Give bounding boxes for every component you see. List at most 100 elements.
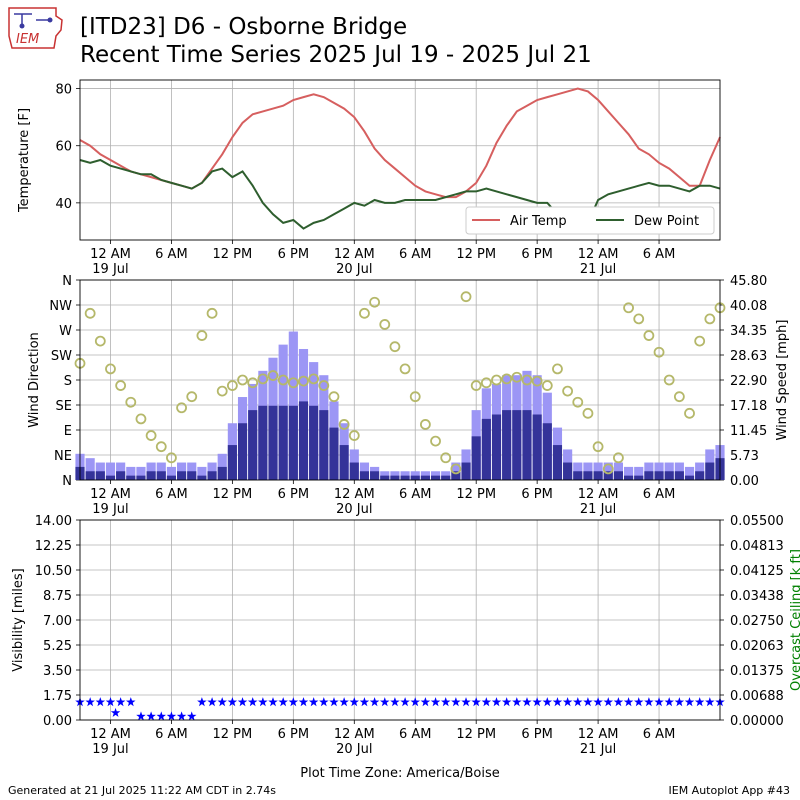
wind-direction-marker [84, 307, 96, 319]
wind-direction-marker [226, 380, 238, 391]
legend: Air Temp Dew Point [465, 206, 715, 235]
y-right-tick-label: 40.08 [730, 299, 767, 314]
visibility-marker [471, 697, 481, 707]
wind-speed-bar [491, 414, 502, 480]
x-tick-label: 12 PM [456, 727, 496, 742]
wind-gust-bar [451, 462, 461, 480]
visibility-marker [156, 711, 166, 721]
y-tick-label: SE [56, 399, 72, 414]
wind-gust-bar [654, 462, 664, 480]
visibility-marker [532, 697, 542, 707]
x-tick-date-label: 19 Jul [92, 742, 128, 757]
wind-direction-marker [480, 377, 492, 389]
wind-direction-marker [704, 313, 716, 325]
wind-direction-marker [582, 407, 594, 419]
wind-gust-bar [593, 462, 603, 480]
wind-speed-bar [410, 475, 420, 480]
wind-gust-bar [126, 466, 136, 480]
visibility-marker [197, 697, 207, 707]
y-right-tick-label: 0.01375 [730, 664, 784, 679]
visibility-marker [247, 697, 258, 707]
visibility-marker [349, 697, 359, 707]
visibility-marker [694, 697, 705, 707]
visibility-marker [217, 697, 227, 707]
x-tick-label: 6 AM [399, 247, 432, 262]
x-tick-label: 6 AM [399, 487, 432, 502]
wind-speed-bar [695, 471, 705, 480]
wind-direction-marker [531, 375, 543, 387]
x-axis-label: Plot Time Zone: America/Boise [300, 766, 499, 781]
x-tick-label: 12 AM [578, 487, 619, 502]
y-right-axis-label: Wind Speed [mph] [775, 320, 790, 441]
y-right-tick-label: 0.00000 [730, 714, 784, 729]
wind-direction-marker [613, 452, 624, 464]
wind-direction-marker [105, 363, 116, 375]
wind-speed-bar [461, 462, 471, 480]
y-right-tick-label: 0.04125 [730, 564, 784, 579]
x-tick-label: 6 PM [278, 487, 309, 502]
wind-speed-bar [684, 475, 695, 480]
x-tick-label: 6 AM [155, 247, 188, 262]
visibility-marker [603, 697, 613, 707]
visibility-marker [593, 697, 603, 707]
wind-speed-bar [623, 475, 634, 480]
visibility-marker [380, 697, 390, 707]
wind-direction-marker [663, 374, 675, 386]
wind-direction-marker [298, 375, 309, 387]
visibility-marker [146, 711, 156, 721]
wind-direction-marker [643, 330, 655, 341]
legend-label: Dew Point [634, 214, 699, 229]
visibility-marker [105, 697, 116, 707]
visibility-marker [441, 697, 451, 707]
x-tick-date-label: 20 Jul [336, 262, 372, 277]
wind-speed-bar [451, 471, 461, 480]
y-right-tick-label: 0.05500 [730, 514, 784, 529]
wind-direction-marker [694, 335, 706, 347]
visibility-marker [237, 697, 248, 707]
wind-direction-marker [348, 430, 360, 441]
wind-direction-marker [623, 302, 634, 314]
x-tick-label: 12 AM [90, 247, 131, 262]
visibility-marker [634, 697, 644, 707]
wind-gust-bar [197, 466, 207, 480]
wind-direction-marker [409, 391, 421, 403]
legend-label: Air Temp [510, 214, 567, 229]
wind-direction-marker [562, 385, 574, 397]
wind-speed-bar [664, 471, 674, 480]
wind-direction-marker [166, 452, 177, 464]
x-tick-label: 6 PM [278, 727, 309, 742]
visibility-marker [288, 697, 299, 707]
wind-gust-bar [644, 462, 654, 480]
x-tick-label: 6 AM [643, 247, 676, 262]
wind-speed-bar [573, 471, 583, 480]
visibility-marker [542, 697, 553, 707]
wind-direction-marker [430, 435, 441, 447]
plot-frame [79, 279, 721, 481]
wind-direction-marker [237, 374, 248, 386]
y-tick-label: 0.00 [43, 714, 72, 729]
x-tick-label: 12 AM [334, 247, 375, 262]
wind-direction-marker [338, 419, 350, 430]
y-axis-label: Temperature [F] [17, 108, 32, 213]
visibility-marker [176, 711, 187, 721]
wind-speed-bar [309, 405, 319, 480]
wind-direction-marker [257, 373, 269, 385]
wind-gust-bar [105, 462, 116, 480]
wind-direction-marker [196, 330, 208, 341]
visibility-marker [95, 697, 106, 707]
wind-gust-bar [613, 462, 623, 480]
wind-direction-marker [318, 380, 330, 391]
y-right-tick-label: 17.18 [730, 399, 767, 414]
wind-speed-bar [227, 445, 237, 480]
wind-speed-bar [634, 475, 644, 480]
x-tick-label: 12 PM [456, 487, 496, 502]
wind-direction-marker [572, 396, 584, 408]
x-tick-label: 12 AM [578, 727, 619, 742]
visibility-marker [573, 697, 583, 707]
wind-gust-bar [116, 462, 126, 480]
y-tick-label: N [62, 474, 72, 489]
wind-direction-marker [277, 374, 289, 386]
chart-title: [ITD23] D6 - Osborne Bridge [80, 14, 408, 40]
